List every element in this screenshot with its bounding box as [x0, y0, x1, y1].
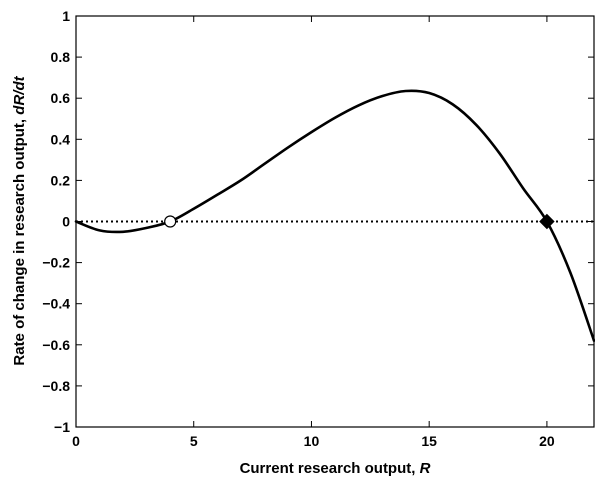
- y-tick-label: −1: [54, 419, 70, 435]
- x-axis-label-variable: R: [420, 460, 431, 477]
- y-tick-label: −0.2: [42, 255, 70, 271]
- y-axis-label-variable: dR/dt: [11, 75, 28, 114]
- tick-labels: 0 5 10 15 20 −1 −0.8 −0.6 −0.4 −0.2 0 0.2 0.4 0.6 0.8 1: [42, 8, 555, 449]
- y-tick-label: 0: [62, 214, 70, 230]
- y-tick-label: 0.4: [51, 131, 71, 147]
- x-tick-label: 10: [304, 433, 320, 449]
- marker-layer: [164, 213, 555, 230]
- x-tick-label: 0: [72, 433, 80, 449]
- stable-equilibrium-marker: [539, 213, 555, 230]
- rate-curve: [74, 89, 595, 342]
- x-axis-label: Current research output, R: [240, 460, 431, 477]
- y-tick-label: 0.2: [51, 172, 71, 188]
- x-tick-label: 15: [421, 433, 437, 449]
- y-tick-label: 1: [62, 8, 70, 24]
- y-axis-label-text: Rate of change in research output,: [11, 115, 28, 366]
- y-axis-label: Rate of change in research output, dR/dt: [11, 75, 28, 365]
- y-tick-label: −0.4: [42, 296, 70, 312]
- y-tick-label: −0.8: [42, 378, 70, 394]
- x-tick-label: 20: [539, 433, 555, 449]
- unstable-equilibrium-marker: [164, 215, 177, 228]
- y-tick-label: −0.6: [42, 337, 70, 353]
- x-axis-label-text: Current research output,: [240, 460, 420, 477]
- series-layer: [74, 89, 595, 342]
- y-tick-label: 0.8: [51, 49, 71, 65]
- x-tick-label: 5: [190, 433, 198, 449]
- y-tick-label: 0.6: [51, 90, 71, 106]
